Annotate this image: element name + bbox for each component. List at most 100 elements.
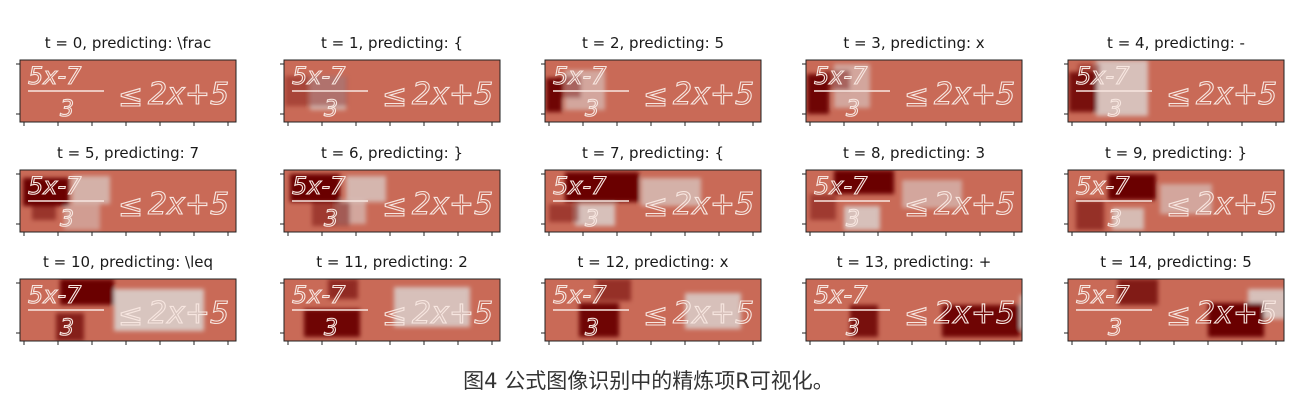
formula-rhs: 2x+5 — [148, 187, 229, 222]
formula-relation: ≤ — [118, 189, 143, 224]
panel-title: t = 2, predicting: 5 — [581, 34, 725, 52]
attention-hotspot — [824, 70, 850, 90]
formula-relation: ≤ — [382, 79, 407, 114]
formula-relation: ≤ — [1166, 189, 1191, 224]
low-attention-region — [346, 176, 386, 202]
formula-numerator: 5x-7 — [814, 172, 868, 200]
panel-frame — [1067, 169, 1285, 233]
attention-panel: 5x-7 3 ≤2x+5 — [1064, 278, 1285, 345]
formula-numerator: 5x-7 — [1076, 62, 1130, 90]
low-attention-region — [844, 206, 880, 230]
panel-frame — [805, 169, 1023, 233]
formula-rhs: 2x+5 — [148, 77, 229, 112]
low-attention-region — [575, 204, 615, 226]
panel-frame — [19, 278, 237, 342]
attention-panel: 5x-7 3 ≤2x+5 — [280, 59, 501, 126]
formula-numerator: 5x-7 — [28, 172, 82, 200]
attention-panel: 5x-7 3 ≤2x+5 — [280, 169, 501, 236]
panel-frame — [544, 278, 762, 342]
formula-denominator: 3 — [60, 316, 74, 341]
formula-rhs: 2x+5 — [934, 77, 1015, 112]
attention-panel: 5x-7 3 ≤2x+5 — [541, 278, 762, 345]
panel-frame — [544, 59, 762, 123]
formula-denominator: 3 — [585, 207, 599, 232]
formula-relation: ≤ — [382, 298, 407, 333]
attention-panel: 5x-7 3 ≤2x+5 — [541, 59, 762, 126]
attention-hotspot — [32, 198, 56, 220]
panel-title: t = 10, predicting: \leq — [42, 253, 213, 271]
attention-hotspot — [304, 309, 360, 337]
low-attention-region — [1112, 208, 1144, 230]
formula-denominator: 3 — [846, 97, 860, 122]
formula-numerator: 5x-7 — [292, 62, 346, 90]
panel-title: t = 9, predicting: } — [1104, 144, 1248, 162]
formula-denominator: 3 — [324, 97, 338, 122]
panel-title: t = 12, predicting: x — [577, 253, 729, 271]
formula-numerator: 5x-7 — [553, 172, 607, 200]
attention-hotspot — [807, 74, 829, 114]
panel-frame — [544, 169, 762, 233]
attention-hotspot — [56, 313, 84, 341]
formula-numerator: 5x-7 — [1076, 172, 1130, 200]
formula-denominator: 3 — [1108, 316, 1122, 341]
panel-title: t = 4, predicting: - — [1107, 34, 1245, 52]
panel-frame — [1067, 59, 1285, 123]
formula-denominator: 3 — [60, 207, 74, 232]
formula-relation: ≤ — [643, 298, 668, 333]
formula-rhs: 2x+5 — [934, 296, 1015, 331]
panel-title: t = 8, predicting: 3 — [842, 144, 986, 162]
attention-hotspot — [290, 174, 340, 202]
attention-hotspot — [1108, 174, 1156, 200]
formula-denominator: 3 — [585, 316, 599, 341]
attention-hotspot — [810, 194, 836, 220]
low-attention-region — [64, 204, 100, 230]
formula-numerator: 5x-7 — [814, 62, 868, 90]
formula-numerator: 5x-7 — [292, 172, 346, 200]
formula-relation: ≤ — [643, 79, 668, 114]
attention-panel: 5x-7 3 ≤2x+5 — [16, 278, 237, 345]
attention-panel: 5x-7 3 ≤2x+5 — [802, 59, 1023, 126]
formula-numerator: 5x-7 — [292, 281, 346, 309]
formula-rhs: 2x+5 — [148, 296, 229, 331]
panel-title: t = 7, predicting: { — [581, 144, 725, 162]
formula-denominator: 3 — [60, 97, 74, 122]
attention-panel: 5x-7 3 ≤2x+5 — [541, 169, 762, 236]
low-attention-region — [1160, 184, 1212, 214]
formula-rhs: 2x+5 — [934, 187, 1015, 222]
attention-hotspot — [597, 279, 631, 301]
formula-denominator: 3 — [846, 207, 860, 232]
attention-panel: 5x-7 3 ≤2x+5 — [1064, 169, 1285, 236]
attention-panel: 5x-7 3 ≤2x+5 — [16, 59, 237, 126]
formula-numerator: 5x-7 — [814, 281, 868, 309]
attention-hotspot — [60, 279, 114, 305]
formula-relation: ≤ — [1166, 79, 1191, 114]
formula-relation: ≤ — [118, 79, 143, 114]
formula-rhs: 2x+5 — [1196, 296, 1277, 331]
panel-title: t = 11, predicting: 2 — [316, 253, 468, 271]
formula-numerator: 5x-7 — [553, 281, 607, 309]
low-attention-region — [114, 289, 204, 331]
formula-relation: ≤ — [118, 298, 143, 333]
formula-numerator: 5x-7 — [28, 281, 82, 309]
panel-title: t = 1, predicting: { — [320, 34, 464, 52]
low-attention-region — [394, 287, 470, 327]
formula-relation: ≤ — [382, 189, 407, 224]
formula-numerator: 5x-7 — [28, 62, 82, 90]
low-attention-region — [685, 293, 741, 329]
attention-panel: 5x-7 3 ≤2x+5 — [802, 169, 1023, 236]
formula-denominator: 3 — [1108, 97, 1122, 122]
panel-title: t = 5, predicting: 7 — [56, 144, 200, 162]
panel-frame — [19, 59, 237, 123]
attention-hotspot — [1076, 200, 1104, 230]
attention-hotspot — [579, 303, 619, 337]
panel-title: t = 14, predicting: 5 — [1100, 253, 1252, 271]
panel-frame — [283, 169, 501, 233]
attention-hotspot — [1208, 303, 1264, 337]
formula-denominator: 3 — [324, 316, 338, 341]
low-attention-region — [902, 180, 962, 208]
panel-frame — [283, 59, 501, 123]
attention-panel: 5x-7 3 ≤2x+5 — [280, 278, 501, 345]
panel-frame — [805, 59, 1023, 123]
low-attention-region — [1096, 60, 1148, 116]
panel-frame — [805, 278, 1023, 342]
